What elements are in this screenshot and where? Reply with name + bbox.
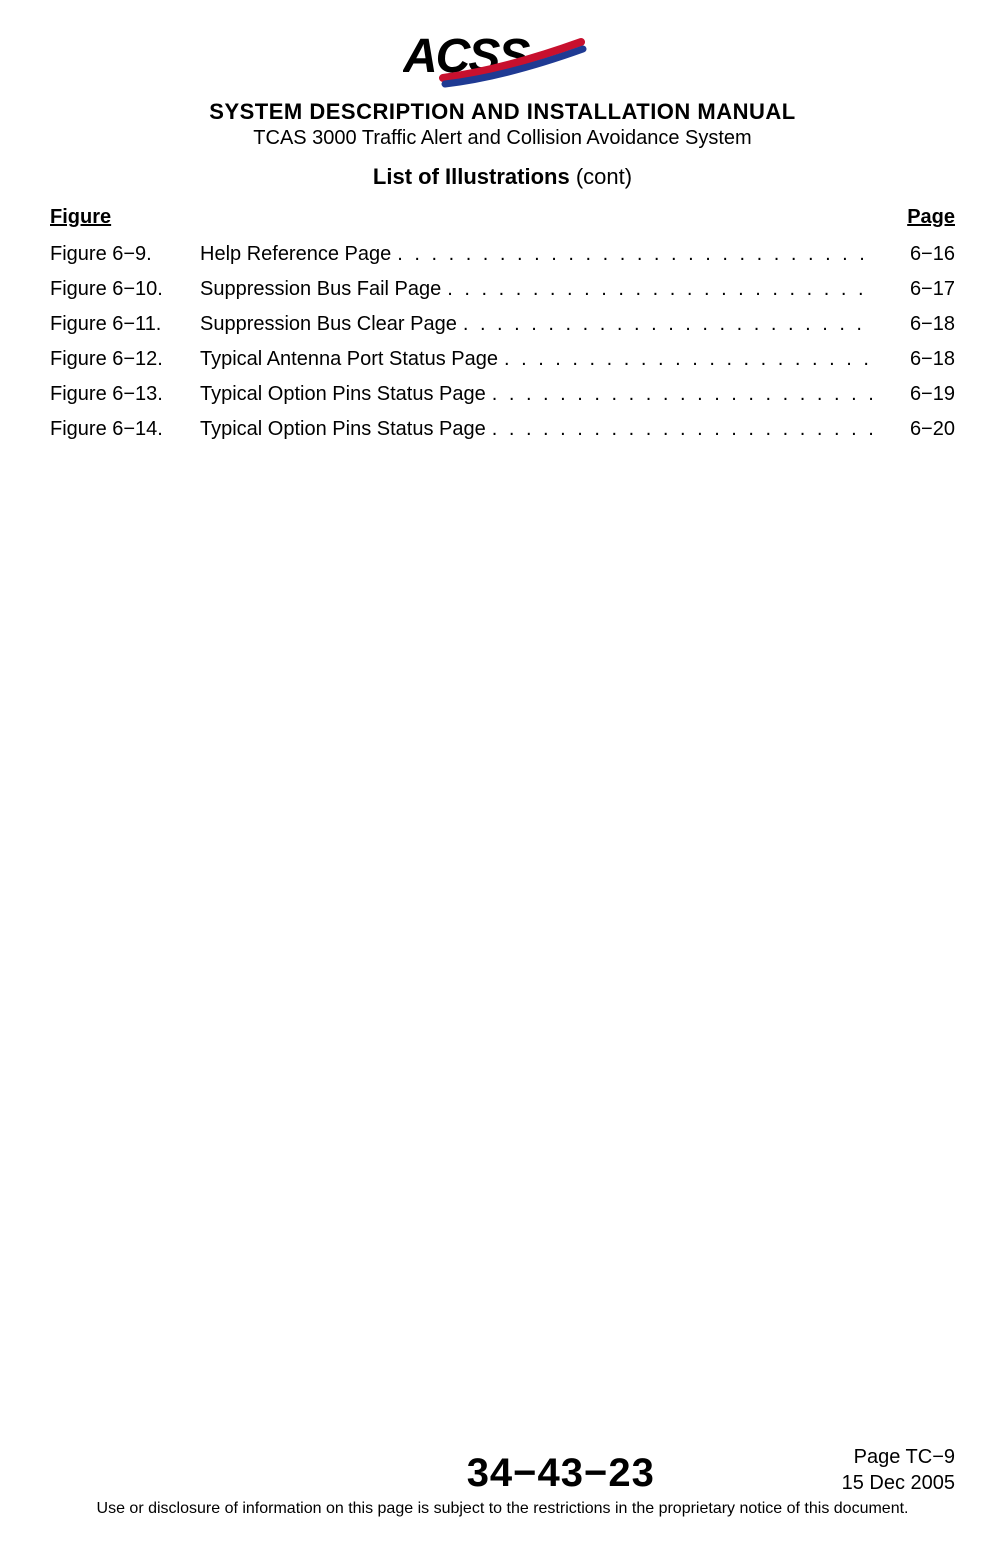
toc-dots: . . . . . . . . . . . . . . . . . . . . …: [486, 418, 875, 441]
list-header: Figure Page: [50, 206, 955, 229]
toc-row: Figure 6−13. Typical Option Pins Status …: [50, 383, 955, 406]
toc-figure-num: Figure 6−14.: [50, 418, 200, 441]
page-footer: 34−43−23 Page TC−9 15 Dec 2005 Use or di…: [50, 1444, 955, 1518]
doc-number: 34−43−23: [467, 1451, 655, 1496]
toc-dots: . . . . . . . . . . . . . . . . . . . . …: [498, 348, 875, 371]
section-title: List of Illustrations (cont): [50, 164, 955, 190]
toc-dots: . . . . . . . . . . . . . . . . . . . . …: [391, 243, 875, 266]
toc-row: Figure 6−14. Typical Option Pins Status …: [50, 418, 955, 441]
toc-title: Suppression Bus Fail Page: [200, 278, 441, 301]
footer-right: Page TC−9 15 Dec 2005: [842, 1444, 955, 1496]
toc-figure-num: Figure 6−13.: [50, 383, 200, 406]
list-header-figure: Figure: [50, 206, 111, 229]
section-title-bold: List of Illustrations: [373, 164, 570, 189]
toc-list: Figure 6−9. Help Reference Page . . . . …: [50, 243, 955, 441]
toc-dots: . . . . . . . . . . . . . . . . . . . . …: [457, 313, 875, 336]
toc-page: 6−19: [875, 383, 955, 406]
page-label: Page TC−9: [842, 1444, 955, 1470]
toc-figure-num: Figure 6−9.: [50, 243, 200, 266]
manual-title: SYSTEM DESCRIPTION AND INSTALLATION MANU…: [50, 99, 955, 125]
toc-page: 6−20: [875, 418, 955, 441]
system-name: TCAS 3000 Traffic Alert and Collision Av…: [50, 127, 955, 150]
toc-figure-num: Figure 6−12.: [50, 348, 200, 371]
toc-page: 6−18: [875, 313, 955, 336]
toc-row: Figure 6−10. Suppression Bus Fail Page .…: [50, 278, 955, 301]
toc-row: Figure 6−12. Typical Antenna Port Status…: [50, 348, 955, 371]
toc-page: 6−17: [875, 278, 955, 301]
toc-dots: . . . . . . . . . . . . . . . . . . . . …: [441, 278, 875, 301]
page-date: 15 Dec 2005: [842, 1470, 955, 1496]
toc-row: Figure 6−11. Suppression Bus Clear Page …: [50, 313, 955, 336]
list-header-page: Page: [907, 206, 955, 229]
toc-row: Figure 6−9. Help Reference Page . . . . …: [50, 243, 955, 266]
toc-figure-num: Figure 6−10.: [50, 278, 200, 301]
page-header: ACSS SYSTEM DESCRIPTION AND INSTALLATION…: [50, 30, 955, 150]
disclaimer: Use or disclosure of information on this…: [50, 1500, 955, 1518]
toc-title: Typical Antenna Port Status Page: [200, 348, 498, 371]
toc-dots: . . . . . . . . . . . . . . . . . . . . …: [486, 383, 875, 406]
toc-page: 6−18: [875, 348, 955, 371]
footer-top: 34−43−23 Page TC−9 15 Dec 2005: [50, 1444, 955, 1496]
toc-page: 6−16: [875, 243, 955, 266]
toc-title: Typical Option Pins Status Page: [200, 383, 486, 406]
acss-logo: ACSS: [403, 30, 603, 93]
section-title-cont: (cont): [570, 164, 632, 189]
toc-figure-num: Figure 6−11.: [50, 313, 200, 336]
toc-title: Help Reference Page: [200, 243, 391, 266]
toc-title: Suppression Bus Clear Page: [200, 313, 457, 336]
toc-title: Typical Option Pins Status Page: [200, 418, 486, 441]
